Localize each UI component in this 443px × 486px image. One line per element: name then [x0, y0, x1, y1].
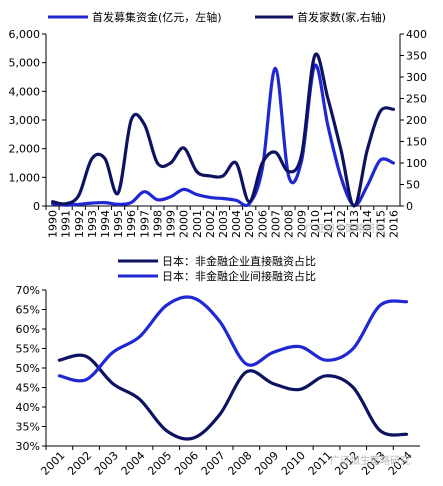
y-tick-label-right: 0	[406, 200, 413, 213]
x-tick-label: 2005	[145, 449, 174, 478]
y-tick-label-left: 4,000	[9, 85, 41, 98]
x-tick-label: 2012	[335, 210, 348, 238]
x-tick-label: 2002	[204, 210, 217, 238]
x-tick-label: 1991	[60, 210, 73, 238]
watermark-bottom: 广证恒生策略研究	[330, 454, 410, 467]
y-tick-label: 60%	[16, 323, 40, 336]
x-tick-label: 2006	[256, 210, 269, 238]
line-indirect-financing	[57, 295, 409, 383]
x-tick-label: 2010	[279, 449, 308, 478]
line-ipo-funds	[51, 63, 395, 208]
x-tick-label: 2001	[191, 210, 204, 238]
x-tick-label: 2009	[252, 449, 281, 478]
x-tick-label: 2010	[309, 210, 322, 238]
chart-japan-financing: 日本：非金融企业直接融资占比 日本：非金融企业间接融资占比 30% 35% 40% 4…	[16, 254, 420, 478]
legend-label-ipo-count: 首发家数(家,右轴)	[297, 10, 386, 24]
x-tick-label: 1997	[138, 210, 151, 238]
watermark-top: 广证恒生策略研究	[305, 222, 385, 235]
x-tick-label: 1996	[125, 210, 138, 238]
x-tick-label: 2013	[348, 210, 361, 238]
y-tick-label-left: 3,000	[9, 114, 41, 127]
y-tick-label-right: 150	[406, 136, 427, 149]
y-tick-label-right: 400	[406, 28, 427, 41]
x-tick-label: 2016	[387, 210, 400, 238]
y-tick-label: 55%	[16, 343, 40, 356]
y-tick-label: 45%	[16, 382, 40, 395]
series-japan	[57, 295, 409, 441]
y-tick-label: 65%	[16, 304, 40, 317]
y-tick-label-left: 5,000	[9, 57, 41, 70]
line-direct-financing	[57, 353, 409, 441]
y-tick-label: 35%	[16, 421, 40, 434]
tick-labels-ipo: 0 1,000 2,000 3,000 4,000 5,000 6,000 0 50 100 150…	[9, 28, 428, 238]
y-tick-label-right: 100	[406, 157, 427, 170]
x-tick-label: 2007	[199, 449, 228, 478]
y-tick-label-left: 1,000	[9, 171, 41, 184]
x-tick-label: 2007	[269, 210, 282, 238]
y-tick-label-right: 250	[406, 93, 427, 106]
legend-label-direct: 日本：非金融企业直接融资占比	[162, 254, 316, 268]
x-tick-label: 2001	[38, 449, 67, 478]
y-tick-label-right: 350	[406, 50, 427, 63]
y-tick-label: 40%	[16, 401, 40, 414]
legend-label-indirect: 日本：非金融企业间接融资占比	[162, 269, 316, 283]
x-tick-label: 1994	[99, 210, 112, 238]
axes-japan	[42, 289, 420, 450]
x-tick-label: 2004	[119, 449, 148, 478]
series-ipo	[51, 52, 395, 208]
x-tick-label: 2006	[172, 449, 201, 478]
x-tick-label: 1992	[73, 210, 86, 238]
y-tick-label-left: 6,000	[9, 28, 41, 41]
x-tick-label: 1998	[151, 210, 164, 238]
y-tick-label-left: 0	[33, 200, 40, 213]
x-tick-label: 2002	[65, 449, 94, 478]
x-tick-label: 1999	[165, 210, 178, 238]
x-tick-label: 2000	[178, 210, 191, 238]
x-tick-label: 2009	[296, 210, 309, 238]
line-ipo-count	[51, 52, 395, 208]
x-tick-label: 2008	[225, 449, 254, 478]
chart-ipo: 首发募集资金(亿元，左轴) 首发家数(家,右轴) 0 1,000 2,000 3,00…	[9, 10, 428, 238]
x-tick-label: 2015	[374, 210, 387, 238]
y-tick-label: 30%	[16, 440, 40, 453]
x-tick-label: 2008	[283, 210, 296, 238]
y-tick-label-right: 200	[406, 114, 427, 127]
legend-label-ipo-funds: 首发募集资金(亿元，左轴)	[92, 10, 222, 24]
y-tick-label-left: 2,000	[9, 143, 41, 156]
x-tick-label: 2011	[322, 210, 335, 238]
y-tick-label-right: 300	[406, 71, 427, 84]
x-tick-label: 1993	[86, 210, 99, 238]
x-tick-label: 2003	[92, 449, 121, 478]
x-tick-label: 1995	[112, 210, 125, 238]
y-tick-label-right: 50	[406, 179, 420, 192]
x-tick-label: 2004	[230, 210, 243, 238]
x-tick-label: 2005	[243, 210, 256, 238]
y-tick-label: 50%	[16, 362, 40, 375]
y-tick-label: 70%	[16, 284, 40, 297]
x-tick-label: 2014	[361, 210, 374, 238]
x-tick-label: 1990	[47, 210, 60, 238]
legend-ipo: 首发募集资金(亿元，左轴) 首发家数(家,右轴)	[48, 10, 386, 24]
axes-ipo	[42, 33, 404, 210]
legend-japan: 日本：非金融企业直接融资占比 日本：非金融企业间接融资占比	[118, 254, 316, 283]
x-tick-label: 2003	[217, 210, 230, 238]
